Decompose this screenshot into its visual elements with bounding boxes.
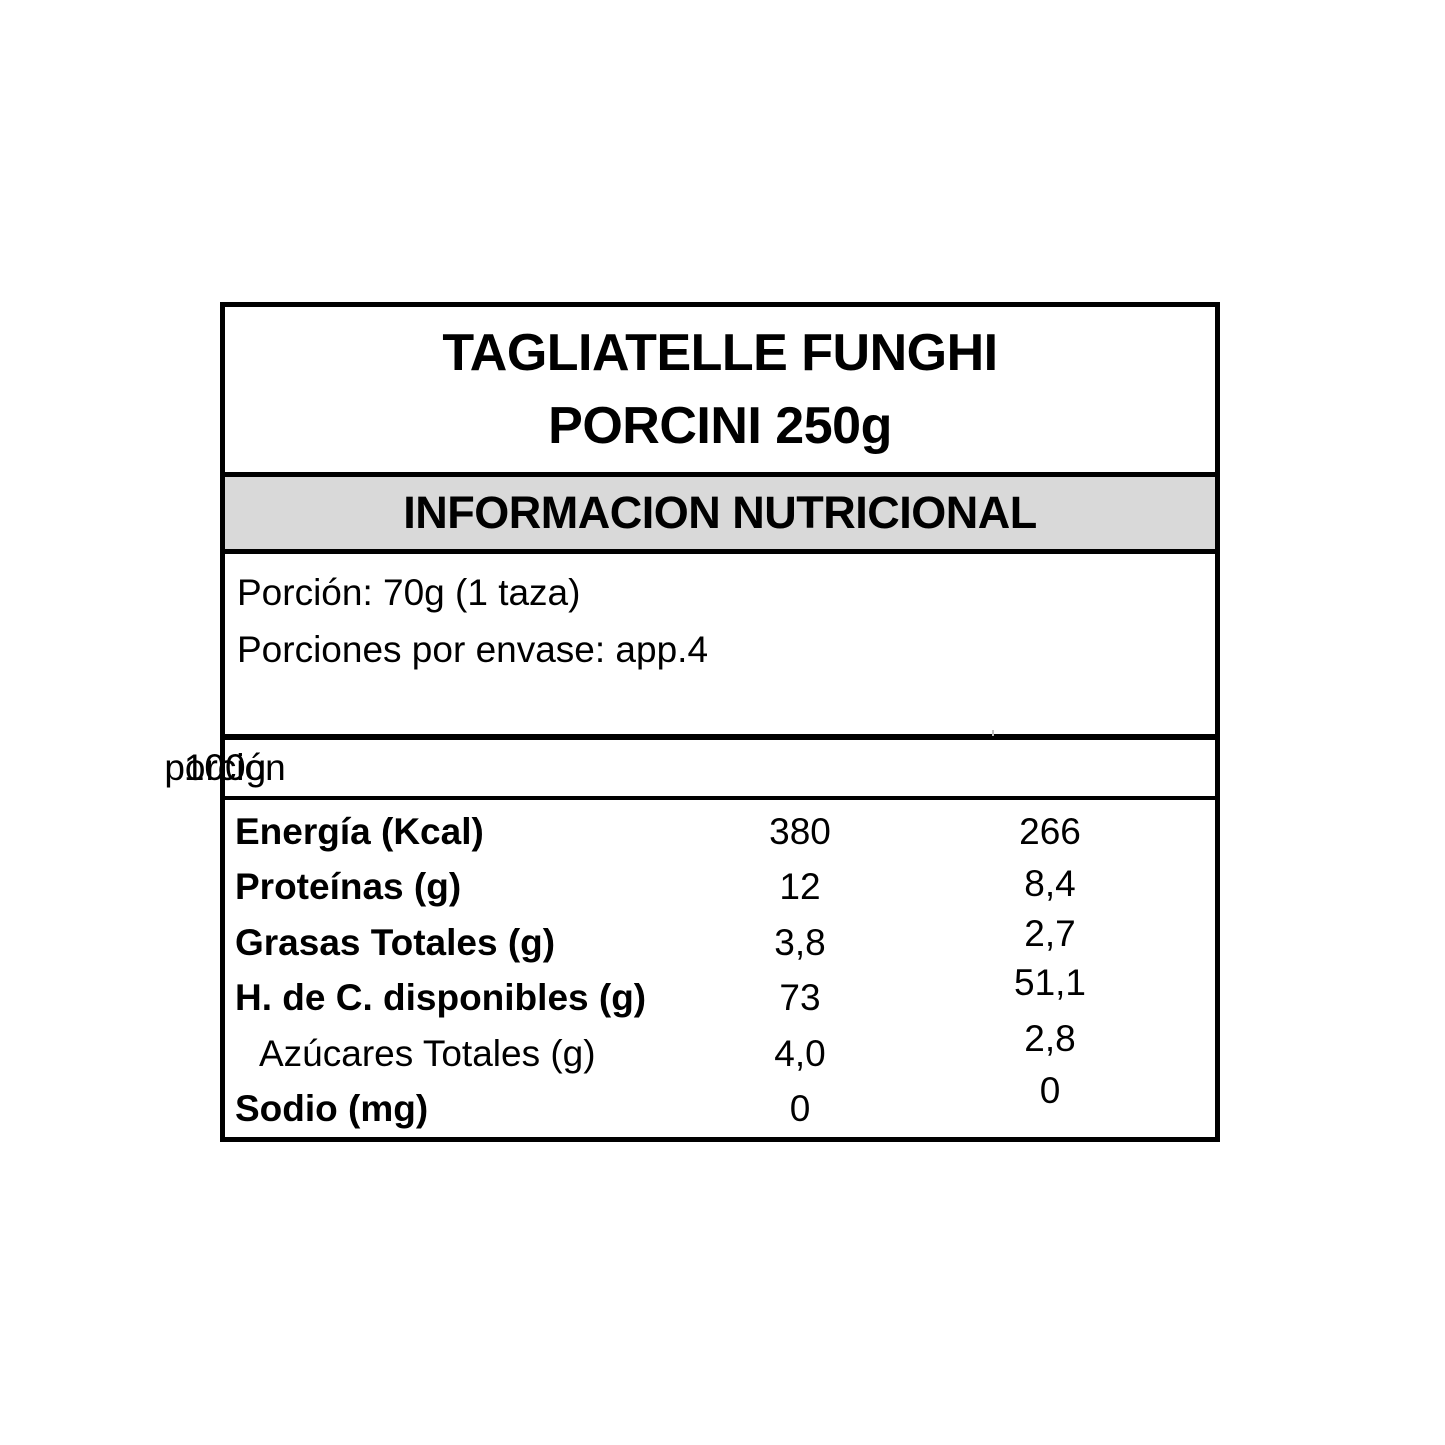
portion-size-text: Porción: 70g (1 taza) <box>237 572 581 613</box>
table-row-grasas-totales: Grasas Totales (g) 3,8 2,7 <box>225 912 1215 971</box>
value-per-portion: 51,1 <box>1013 962 1087 1004</box>
value-per-100g: 12 <box>779 866 821 908</box>
nutrient-label: Azúcares Totales (g) <box>259 1032 596 1074</box>
table-row-proteinas: Proteínas (g) 12 8,4 <box>225 860 1215 916</box>
value-per-100g: 73 <box>779 977 821 1019</box>
table-row-carbohidratos: H. de C. disponibles (g) 73 51,1 <box>225 962 1215 1027</box>
product-title-line1: TAGLIATELLE FUNGHI <box>442 324 998 383</box>
gridline-artifact <box>992 730 994 736</box>
nutrient-label: Proteínas (g) <box>235 866 462 908</box>
nutrient-label: Grasas Totales (g) <box>235 921 556 963</box>
table-row-azucares-totales: Azúcares Totales (g) 4,0 2,8 <box>225 1018 1215 1082</box>
value-per-100g: 0 <box>789 1088 811 1130</box>
value-per-100g: 380 <box>769 810 831 852</box>
column-header-100g: 100g <box>183 747 267 788</box>
nutrient-label: Sodio (mg) <box>235 1088 429 1130</box>
value-per-100g: 4,0 <box>774 1032 826 1074</box>
column-header-row: 100g porción <box>164 740 1215 800</box>
nutrition-info-banner-title: INFORMACION NUTRICIONAL <box>403 487 1037 538</box>
nutrient-label: Energía (Kcal) <box>235 810 484 852</box>
product-title-line2: PORCINI 250g <box>548 396 892 455</box>
table-row-energia: Energía (Kcal) 380 266 <box>225 804 1215 860</box>
servings-per-pack-text: Porciones por envase: app.4 <box>237 629 709 671</box>
value-per-portion: 2,7 <box>1024 912 1076 954</box>
value-per-portion: 0 <box>1039 1070 1061 1112</box>
table-row-sodio: Sodio (mg) 0 0 <box>225 1070 1215 1138</box>
nutrient-label: H. de C. disponibles (g) <box>235 977 647 1019</box>
value-per-portion: 8,4 <box>1024 863 1076 905</box>
nutrient-rows: Energía (Kcal) 380 266 Proteínas (g) 12 … <box>225 800 1215 1137</box>
value-per-100g: 3,8 <box>774 921 826 963</box>
column-header-porcion: porción <box>164 747 286 788</box>
product-title-section: TAGLIATELLE FUNGHI PORCINI 250g <box>225 307 1215 477</box>
nutrition-label-table: TAGLIATELLE FUNGHI PORCINI 250g INFORMAC… <box>164 302 1220 1142</box>
value-per-portion: 2,8 <box>1024 1017 1076 1059</box>
serving-info-section: Porción: 70g (1 taza) Porciones por enva… <box>225 554 1215 740</box>
nutrition-info-banner: INFORMACION NUTRICIONAL <box>225 477 1215 554</box>
value-per-portion: 266 <box>1019 810 1081 852</box>
